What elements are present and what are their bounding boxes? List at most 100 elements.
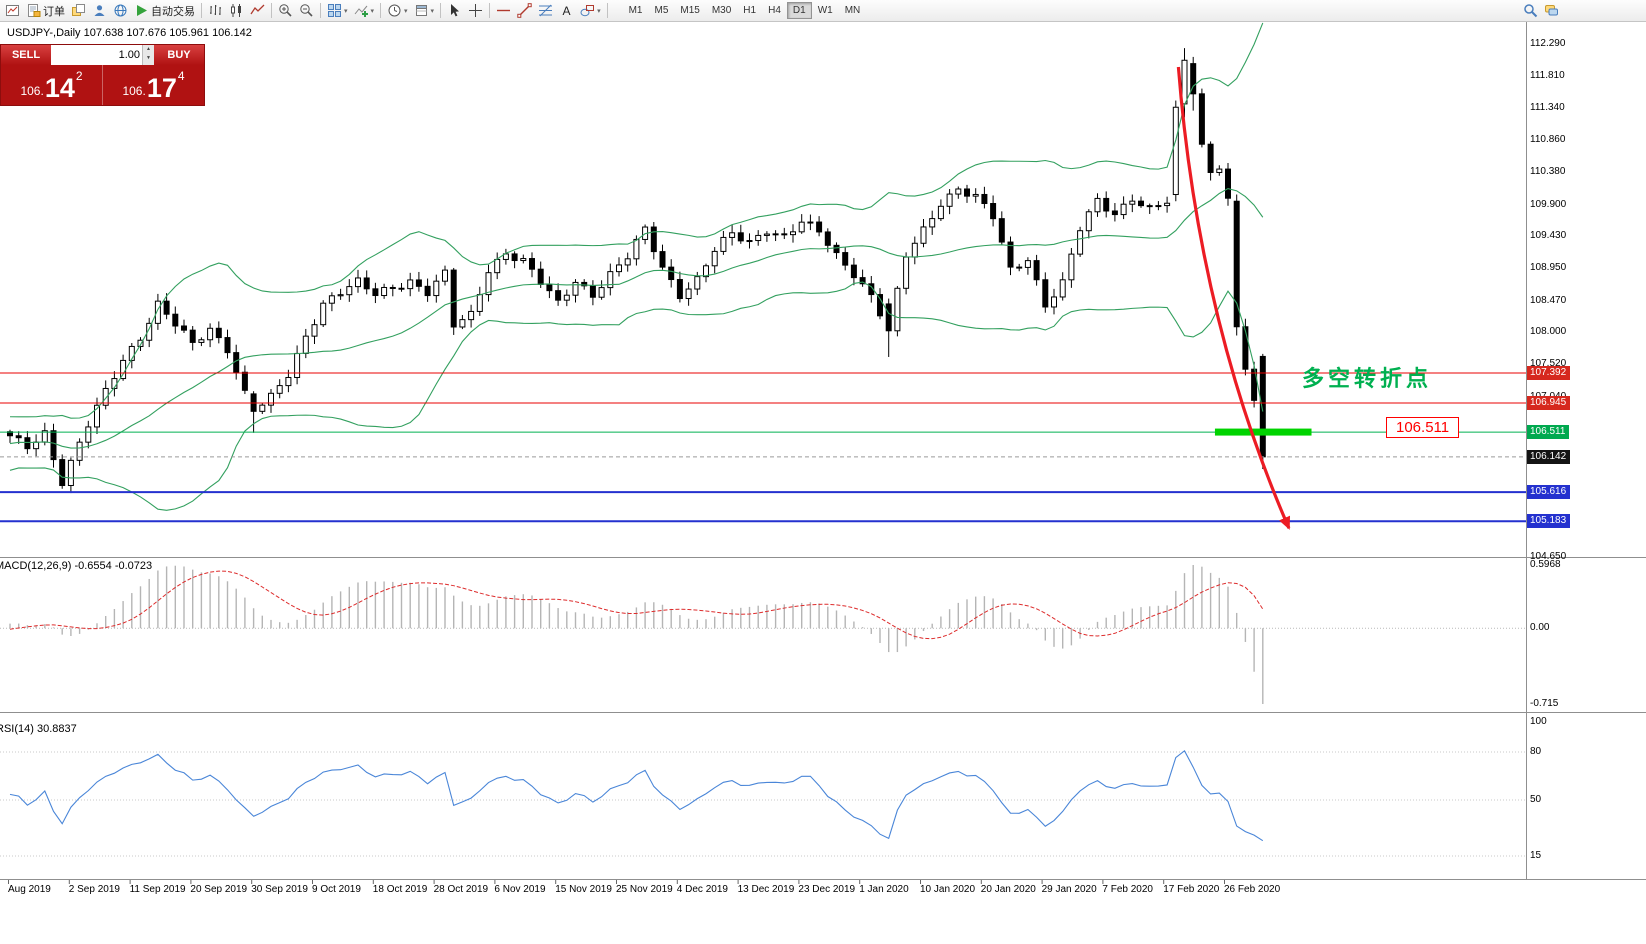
bar-chart-button[interactable] — [205, 1, 226, 20]
toolbar-separator — [489, 3, 491, 18]
toolbar-separator — [271, 3, 272, 18]
shapes-button[interactable]: ▾ — [577, 1, 604, 20]
dropdown-caret-icon: ▾ — [430, 7, 435, 15]
textA-icon: A — [559, 3, 574, 18]
main-toolbar: 订单 自动交易 ▾ ▾ ▾ ▾ A ▾ M1 M5 M15 M30 H1 H4 D1 W1 MN — [0, 0, 1646, 22]
templates-button[interactable]: ▾ — [411, 1, 438, 20]
dropdown-caret-icon: ▾ — [370, 7, 375, 15]
indicator-icon — [354, 3, 369, 18]
toolbar-separator — [380, 3, 382, 18]
rsi-panel-layer — [0, 750, 1526, 857]
candle-chart-button[interactable] — [226, 1, 247, 20]
support-highlight-bar[interactable] — [1214, 428, 1312, 436]
newchart-icon — [5, 3, 20, 18]
crosshair-icon — [468, 3, 483, 18]
toolbar-separator — [201, 3, 202, 18]
tile-windows-button[interactable]: ▾ — [324, 1, 351, 20]
order-icon — [26, 3, 41, 18]
macd-signal-line — [9, 570, 1264, 640]
volume-value: 1.00 — [118, 49, 140, 61]
bollinger-bands — [9, 22, 1264, 511]
search-icon — [1523, 3, 1538, 18]
volume-up-icon[interactable]: ▲ — [146, 46, 151, 52]
zoom-out-button[interactable] — [296, 1, 317, 20]
zoomin-icon — [278, 3, 293, 18]
candlestick-series — [7, 48, 1266, 494]
fibo-icon — [538, 3, 553, 18]
panel-dividers — [0, 22, 1646, 884]
chart-title: USDJPY-,Daily 107.638 107.676 105.961 10… — [7, 27, 252, 39]
timeframe-button-mn[interactable]: MN — [839, 2, 867, 19]
zoomout-icon — [299, 3, 314, 18]
layouts-icon — [71, 3, 86, 18]
profile-button[interactable] — [89, 1, 110, 20]
new-order-button-label: 订单 — [43, 5, 65, 18]
downtrend-arrow[interactable] — [1176, 66, 1291, 530]
cursor-icon — [447, 3, 462, 18]
new-chart-button[interactable] — [2, 1, 23, 20]
svg-text:A: A — [563, 4, 571, 18]
sell-button[interactable]: SELL — [1, 45, 51, 65]
timeframe-button-m5[interactable]: M5 — [648, 2, 674, 19]
crosshair-button[interactable] — [465, 1, 486, 20]
trend-icon — [517, 3, 532, 18]
indicators-button[interactable]: ▾ — [351, 1, 378, 20]
trendline-button[interactable] — [514, 1, 535, 20]
bars-icon — [208, 3, 223, 18]
bid-main-digits: 14 — [44, 73, 75, 103]
play-icon — [134, 3, 149, 18]
line-chart-button[interactable] — [247, 1, 268, 20]
timeframe-button-m30[interactable]: M30 — [706, 2, 737, 19]
algo-trading-button[interactable]: 自动交易 — [131, 1, 198, 20]
ask-pip-digit: 4 — [177, 69, 185, 83]
shapes-icon — [580, 3, 595, 18]
volume-down-icon[interactable]: ▼ — [146, 55, 151, 61]
new-order-button[interactable]: 订单 — [23, 1, 68, 20]
bid-price-display[interactable]: 106. 14 2 — [1, 65, 103, 105]
algo-trading-button-label: 自动交易 — [151, 5, 195, 18]
cursor-button[interactable] — [444, 1, 465, 20]
fibonacci-button[interactable] — [535, 1, 556, 20]
timeframe-button-h4[interactable]: H4 — [762, 2, 787, 19]
trade-panel-prices: 106. 14 2 106. 17 4 — [1, 65, 204, 105]
price-chart-layer — [0, 22, 1526, 530]
timeframe-button-d1[interactable]: D1 — [786, 2, 812, 19]
ask-prefix: 106. — [122, 84, 146, 98]
linechart-icon — [250, 3, 265, 18]
text-button[interactable]: A — [556, 1, 577, 20]
search-button[interactable] — [1520, 1, 1541, 20]
ask-main-digits: 17 — [146, 73, 177, 103]
macd-label: MACD(12,26,9) -0.6554 -0.0723 — [0, 560, 153, 572]
dropdown-caret-icon: ▾ — [597, 7, 601, 15]
chat-icon — [1544, 3, 1559, 18]
layouts-button[interactable] — [68, 1, 89, 20]
tiles-icon — [327, 3, 342, 18]
timeframe-button-w1[interactable]: W1 — [812, 2, 839, 19]
horizontal-levels[interactable] — [0, 372, 1526, 523]
chat-button[interactable] — [1541, 1, 1562, 20]
trade-panel-controls: SELL 1.00 ▲ ▼ BUY — [1, 45, 204, 65]
clock-icon — [387, 3, 402, 18]
buy-button[interactable]: BUY — [154, 45, 204, 65]
zoom-in-button[interactable] — [275, 1, 296, 20]
hline-button[interactable] — [493, 1, 514, 20]
timeframe-group: M1 M5 M15 M30 H1 H4 D1 W1 MN — [623, 2, 867, 19]
turning-point-annotation[interactable]: 多空转折点 — [1302, 366, 1433, 391]
ask-price-display[interactable]: 106. 17 4 — [103, 65, 204, 105]
bid-pip-digit: 2 — [75, 69, 83, 83]
price-level-callout[interactable]: 106.511 — [1386, 417, 1460, 438]
timeframe-button-m15[interactable]: M15 — [674, 2, 705, 19]
candles-icon — [229, 3, 244, 18]
dropdown-caret-icon: ▾ — [404, 7, 408, 15]
community-button[interactable] — [110, 1, 131, 20]
volume-field[interactable]: 1.00 ▲ ▼ — [51, 45, 154, 65]
timeframe-button-m1[interactable]: M1 — [623, 2, 649, 19]
toolbar-separator — [606, 3, 608, 18]
volume-spinner[interactable]: ▲ ▼ — [142, 45, 154, 65]
macd-panel-layer — [0, 565, 1526, 704]
periods-button[interactable]: ▾ — [384, 1, 411, 20]
rsi-label: RSI(14) 30.8837 — [0, 723, 77, 735]
timeframe-button-h1[interactable]: H1 — [737, 2, 762, 19]
